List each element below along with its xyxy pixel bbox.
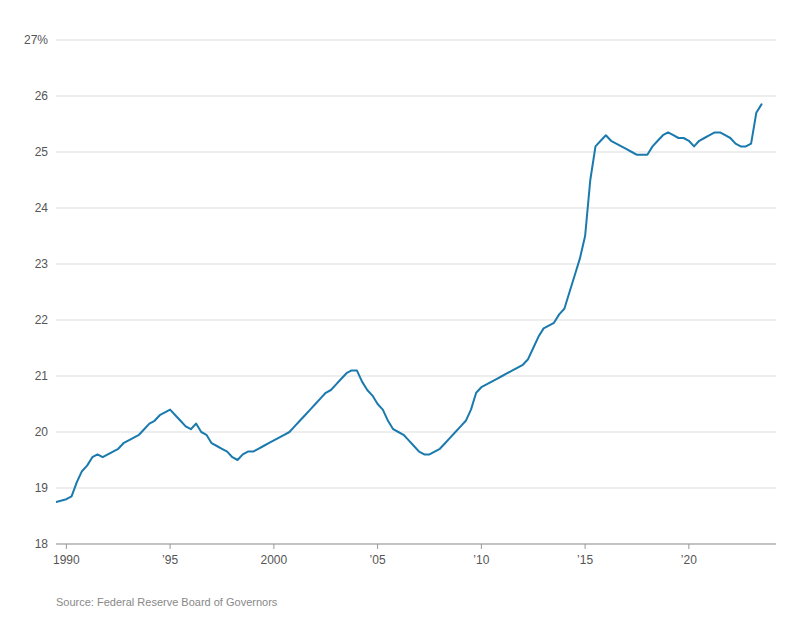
grid-line <box>56 208 776 209</box>
y-tick-label: 25 <box>35 145 49 159</box>
grid-line <box>56 264 776 265</box>
y-tick-label: 26 <box>35 89 49 103</box>
x-tick-label: ’20 <box>681 553 697 567</box>
x-axis-line <box>56 544 776 545</box>
grid-line <box>56 40 776 41</box>
y-tick-label: 23 <box>35 257 49 271</box>
x-tick-label: ’05 <box>370 553 386 567</box>
y-grid <box>56 40 776 544</box>
y-tick-label: 20 <box>35 425 49 439</box>
y-tick-label: 24 <box>35 201 49 215</box>
source: Source: Federal Reserve Board of Governo… <box>56 596 278 608</box>
x-tick-label: ’10 <box>473 553 489 567</box>
grid-line <box>56 320 776 321</box>
x-tick <box>688 544 689 549</box>
x-tick <box>377 544 378 549</box>
x-tick <box>481 544 482 549</box>
line <box>56 104 761 502</box>
x-tick <box>273 544 274 549</box>
y-tick-label: 18 <box>35 537 49 551</box>
background <box>0 0 800 622</box>
x-tick <box>585 544 586 549</box>
x-tick <box>66 544 67 549</box>
x-tick-label: 2000 <box>261 553 288 567</box>
grid-line <box>56 376 776 377</box>
x-ticks: 1990 ’95 2000 ’05 ’10 ’15 ’20 <box>53 544 697 567</box>
grid-line <box>56 544 776 545</box>
y-tick-label: 27% <box>24 33 48 47</box>
y-tick-label: 21 <box>35 369 49 383</box>
x-tick-label: ’95 <box>162 553 178 567</box>
x-tick-label: ’15 <box>577 553 593 567</box>
grid-line <box>56 96 776 97</box>
y-tick-label: 19 <box>35 481 49 495</box>
x-tick <box>170 544 171 549</box>
y-tick-labels: 18 19 20 21 22 23 24 25 26 27% <box>24 33 48 551</box>
grid-line <box>56 432 776 433</box>
grid-line <box>56 488 776 489</box>
grid-line <box>56 152 776 153</box>
y-tick-label: 22 <box>35 313 49 327</box>
x-tick-label: 1990 <box>53 553 80 567</box>
plot-area <box>56 104 761 502</box>
chart: 18 19 20 21 22 23 24 25 26 27% 1990 ’95 2000 ’05 ’10 ’1… <box>0 0 800 622</box>
